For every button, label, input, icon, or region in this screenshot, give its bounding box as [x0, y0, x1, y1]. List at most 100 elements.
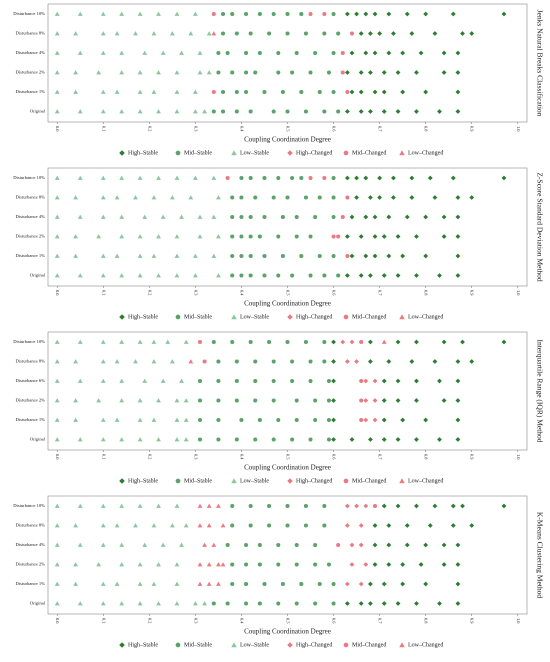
data-point [257, 417, 262, 423]
data-point [423, 11, 429, 17]
legend-marker [287, 150, 293, 156]
data-point [469, 523, 475, 528]
data-point [169, 359, 175, 364]
data-point [197, 234, 203, 239]
data-point [54, 581, 60, 586]
data-point [400, 253, 406, 259]
data-point [395, 339, 401, 345]
x-tick-label: 0.3 [193, 618, 198, 624]
legend-marker [287, 642, 293, 648]
data-point [441, 562, 447, 567]
data-point [437, 437, 442, 442]
data-point [54, 195, 60, 200]
data-point [322, 31, 327, 36]
data-point [248, 339, 253, 345]
data-point [358, 273, 364, 278]
data-point [331, 214, 336, 220]
data-point [54, 214, 60, 219]
data-point [381, 503, 387, 509]
data-point [432, 503, 438, 509]
data-point [349, 253, 355, 259]
data-point [354, 359, 359, 364]
data-point [244, 50, 249, 56]
data-point [271, 378, 276, 384]
data-point [308, 378, 313, 384]
data-point [381, 581, 387, 587]
data-point [216, 398, 221, 403]
data-point [331, 253, 336, 259]
data-point [331, 175, 336, 181]
legend-label: Mid–Changed [352, 150, 386, 156]
data-point [183, 523, 189, 528]
data-point [225, 175, 230, 181]
data-point [363, 378, 369, 384]
data-point [322, 11, 327, 17]
data-point [73, 417, 79, 422]
x-tick-label: 0.2 [147, 454, 152, 460]
panel: Disturbance 10% Disturbance 8% Disturbance… [13, 331, 544, 484]
data-point [253, 359, 258, 364]
data-point [248, 503, 253, 509]
y-tick-label: Disturbance 1% [16, 417, 46, 422]
data-point [137, 11, 143, 16]
data-point [317, 253, 322, 259]
data-point [331, 359, 336, 364]
data-point [216, 437, 221, 442]
data-point [418, 50, 424, 56]
panel-title: Interquartile Range (IQR) Method [535, 339, 544, 442]
data-point [313, 214, 318, 220]
legend-label: Low–Stable [240, 314, 269, 320]
data-point [455, 359, 461, 364]
data-point [340, 214, 345, 220]
data-point [386, 562, 392, 567]
data-point [156, 175, 161, 180]
data-point [377, 175, 383, 181]
data-point [119, 542, 125, 547]
data-point [151, 523, 157, 528]
data-point [299, 581, 304, 587]
data-point [54, 31, 60, 36]
data-point [114, 253, 120, 258]
data-point [197, 417, 203, 423]
x-tick-label: 0.8 [424, 290, 429, 296]
legend-label: Mid–Stable [184, 642, 212, 648]
data-point [290, 273, 295, 278]
data-point [331, 378, 336, 384]
data-point [381, 417, 387, 423]
data-point [262, 214, 267, 220]
data-point [427, 175, 433, 181]
data-point [331, 11, 336, 17]
data-point [54, 273, 60, 278]
data-point [322, 273, 327, 278]
data-point [54, 234, 60, 239]
data-point [73, 89, 79, 94]
data-point [299, 89, 304, 95]
data-point [276, 542, 281, 548]
data-point [137, 175, 143, 180]
data-point [358, 234, 364, 239]
data-point [183, 417, 189, 422]
data-point [192, 253, 198, 258]
x-tick-label: 0.0 [55, 618, 60, 624]
x-tick-label: 0.0 [55, 126, 60, 132]
data-point [211, 253, 217, 258]
x-tick-label: 0.4 [239, 454, 244, 460]
data-point [290, 437, 295, 442]
data-point [73, 398, 79, 403]
data-point [211, 601, 216, 606]
data-point [216, 70, 221, 75]
data-point [349, 214, 355, 220]
data-point [234, 398, 239, 403]
data-point [257, 542, 262, 548]
legend-label: Low–Changed [408, 478, 443, 484]
data-point [211, 214, 217, 219]
data-point [386, 542, 392, 548]
data-point [276, 562, 281, 567]
data-point [73, 70, 79, 75]
data-point [156, 562, 161, 567]
legend-label: Mid–Stable [184, 314, 212, 320]
data-point [73, 234, 79, 239]
x-tick-label: 0.3 [193, 454, 198, 460]
data-point [423, 214, 429, 220]
data-point [197, 339, 203, 345]
